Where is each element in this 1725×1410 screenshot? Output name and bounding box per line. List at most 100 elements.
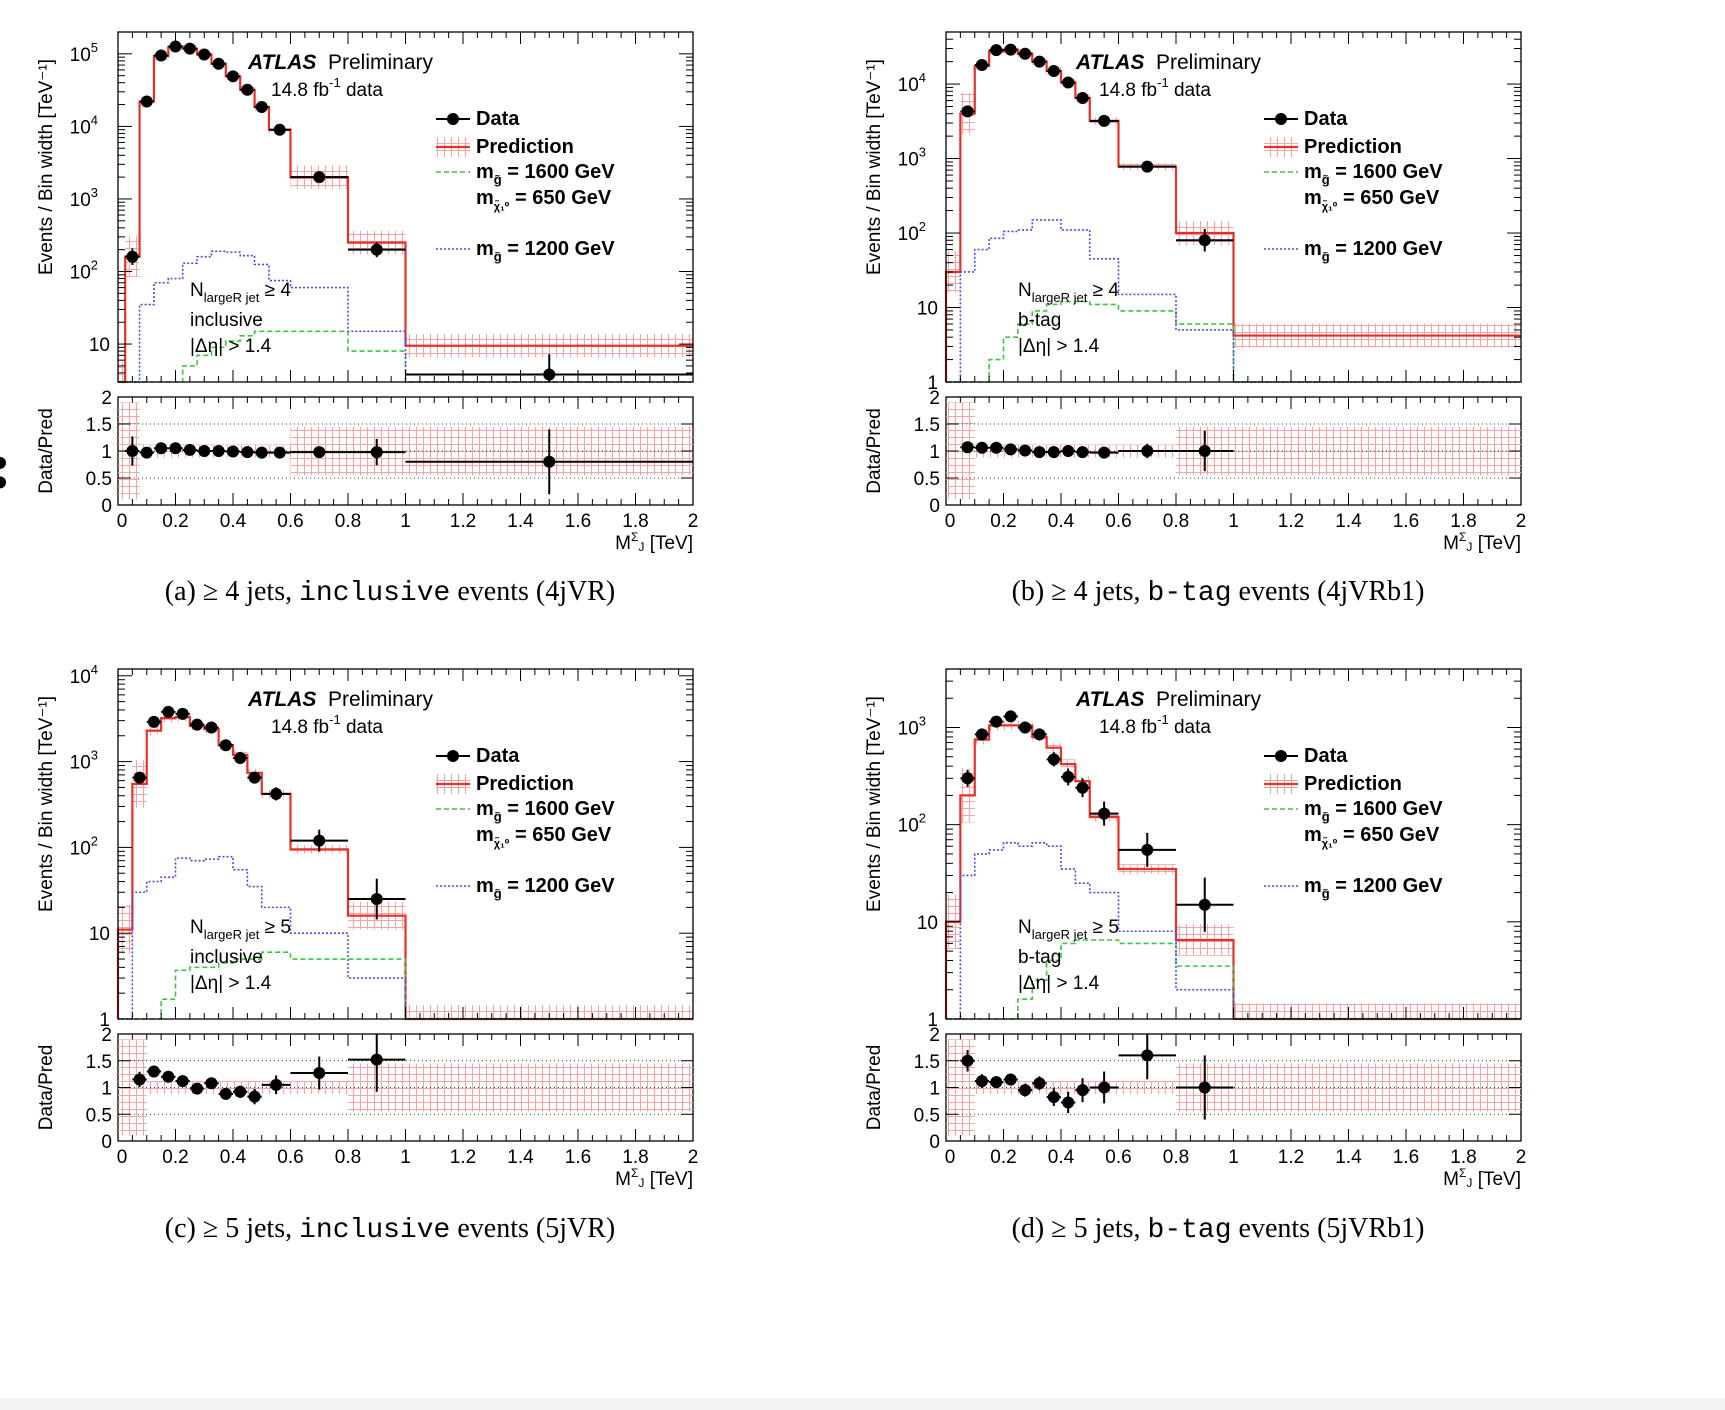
legend-prediction-label: Prediction [1304, 773, 1402, 795]
y-tick-label: 1 [927, 1010, 938, 1031]
data-point [133, 771, 146, 784]
x-tick-label: 0.8 [335, 511, 361, 532]
data-point [255, 101, 268, 114]
ratio-points [132, 1034, 406, 1105]
data-point [1033, 728, 1046, 741]
legend-data-label: Data [1304, 108, 1348, 130]
ratio-tick-label: 1 [929, 442, 940, 463]
y-tick-label: 103 [898, 145, 926, 171]
signal-1600-histogram [946, 300, 1521, 383]
x-tick-label: 0.4 [1048, 1147, 1075, 1168]
x-tick-label: 1.8 [622, 511, 648, 532]
ratio-point [255, 446, 268, 459]
atlas-suffix: Preliminary [328, 688, 434, 711]
ratio-tick-label: 0.5 [914, 1105, 940, 1126]
legend-signal-1600-label-2: mχ̃₁⁰ = 650 GeV [1304, 824, 1440, 850]
x-tick-label: 0.4 [220, 511, 247, 532]
y-tick-label: 103 [898, 714, 926, 740]
ratio-point [1019, 444, 1032, 457]
y-tick-label: 1 [99, 1010, 110, 1031]
ratio-point [234, 1085, 247, 1098]
legend-data-label: Data [476, 745, 520, 767]
ratio-point [1198, 445, 1211, 457]
ratio-point [169, 442, 182, 455]
ratio-point [961, 441, 974, 454]
lumi-label: 14.8 fb-1 data [271, 75, 383, 101]
x-tick-label: 1 [1228, 511, 1239, 532]
caption: (d) ≥ 5 jets, b-tag events (5jVRb1) [1012, 1213, 1425, 1246]
ratio-tick-label: 0 [101, 1132, 112, 1153]
data-point [270, 787, 283, 800]
data-point [176, 707, 189, 720]
y-tick-label: 102 [898, 811, 926, 837]
data-point [961, 105, 974, 118]
x-tick-label: 0.6 [277, 511, 303, 532]
y-ticks [946, 668, 1521, 1020]
x-ticks [945, 32, 1522, 505]
x-tick-label: 0.2 [990, 511, 1016, 532]
x-tick-label: 1.2 [1278, 511, 1304, 532]
ratio-point [1004, 443, 1017, 456]
data-point [227, 70, 239, 83]
ratio-point [273, 446, 286, 459]
data-points [132, 705, 406, 920]
ratio-tick-label: 1.5 [86, 1052, 112, 1073]
x-tick-label: 0.6 [277, 1147, 303, 1168]
data-point [1141, 843, 1154, 856]
legend-data-marker [1275, 750, 1287, 762]
ratio-point [1033, 446, 1046, 459]
x-tick-label: 1.2 [450, 511, 476, 532]
y-tick-label: 104 [70, 112, 98, 138]
x-tick-label: 1.6 [1393, 511, 1419, 532]
ratio-point [212, 445, 225, 457]
ratio-tick-label: 2 [929, 1025, 940, 1046]
x-tick-label: 1.2 [450, 1147, 476, 1168]
x-tick-label: 2 [1516, 1147, 1527, 1168]
y-tick-label: 103 [70, 748, 98, 774]
lumi-label: 14.8 fb-1 data [1099, 712, 1211, 738]
x-tick-label: 0 [117, 1147, 128, 1168]
ratio-axis-label: Data/Pred [864, 408, 885, 494]
data-point [990, 44, 1003, 57]
x-tick-label: 1 [1228, 1147, 1239, 1168]
annotation-category: b-tag [1018, 947, 1061, 968]
ratio-point [162, 1070, 175, 1083]
data-point [273, 123, 286, 136]
data-point [1047, 753, 1060, 766]
data-point [234, 752, 247, 765]
x-tick-label: 1.4 [507, 1147, 534, 1168]
legend-signal-1200-label: mg̃ = 1200 GeV [1304, 238, 1443, 264]
ratio-band-bin [1233, 426, 1521, 476]
legend-data-marker [447, 750, 459, 762]
y-tick-label: 10 [89, 335, 110, 356]
ratio-point [370, 1053, 383, 1066]
ratio-band-bin [146, 1081, 162, 1094]
annotation-category: b-tag [1018, 310, 1061, 331]
x-tick-label: 0.8 [1163, 1147, 1189, 1168]
legend-prediction-label: Prediction [476, 136, 574, 158]
data-points [960, 710, 1234, 932]
data-point [975, 728, 988, 741]
y-tick-label: 1 [927, 373, 938, 394]
x-tick-label: 0.4 [220, 1147, 247, 1168]
ratio-band-bin [1046, 1081, 1061, 1094]
ratio-tick-label: 0.5 [86, 1105, 112, 1126]
legend-signal-1600-label: mg̃ = 1600 GeV [476, 161, 615, 187]
ratio-tick-label: 0 [929, 1132, 940, 1153]
ratio-point [147, 1065, 160, 1078]
legend-data-marker [1275, 113, 1287, 125]
ratio-point [370, 446, 383, 459]
ratio-point [1047, 446, 1060, 459]
atlas-label: ATLAS [247, 688, 316, 711]
x-tick-label: 1.6 [1393, 1147, 1419, 1168]
y-axis-label: Events / Bin width [TeV⁻¹] [864, 696, 885, 912]
captions: (a) ≥ 4 jets, inclusive events (4jVR) (b)… [165, 576, 1425, 1246]
atlas-label: ATLAS [247, 51, 316, 74]
ratio-point [155, 442, 168, 455]
ratio-band-bin [132, 1039, 147, 1136]
ratio-point [191, 1082, 204, 1095]
annotation-njet: NlargeR jet ≥ 4 [190, 280, 291, 305]
